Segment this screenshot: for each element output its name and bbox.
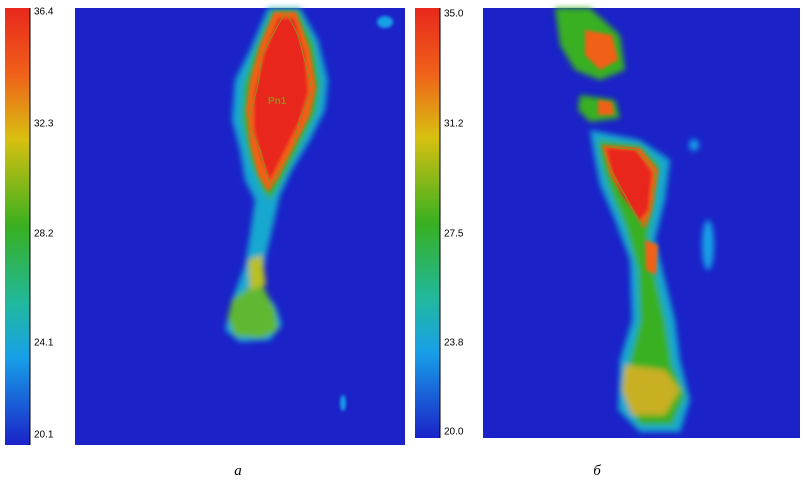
scale-label: 36.4 [34, 7, 54, 18]
region-label: Pn1 [268, 96, 287, 107]
scale-label: 27.5 [444, 229, 464, 240]
caption: б [593, 463, 601, 479]
scale-label: 24.1 [34, 338, 54, 349]
scale-label: 23.8 [444, 338, 464, 349]
color-scale [415, 8, 440, 438]
caption: а [234, 463, 242, 479]
panel-a: 36.4 32.3 28.2 24.1 20.1 Pn1 а [5, 7, 405, 479]
scale-label: 32.3 [34, 119, 54, 130]
scale-label: 35.0 [444, 9, 464, 20]
scale-label: 20.1 [34, 430, 54, 441]
panel-b: 35.0 31.2 27.5 23.8 20.0 [415, 8, 800, 479]
thermal-image [483, 8, 800, 438]
thermal-image: Pn1 [75, 8, 405, 445]
color-scale [5, 8, 30, 445]
scale-label: 20.0 [444, 427, 464, 438]
scale-label: 31.2 [444, 119, 464, 130]
scale-label: 28.2 [34, 229, 54, 240]
